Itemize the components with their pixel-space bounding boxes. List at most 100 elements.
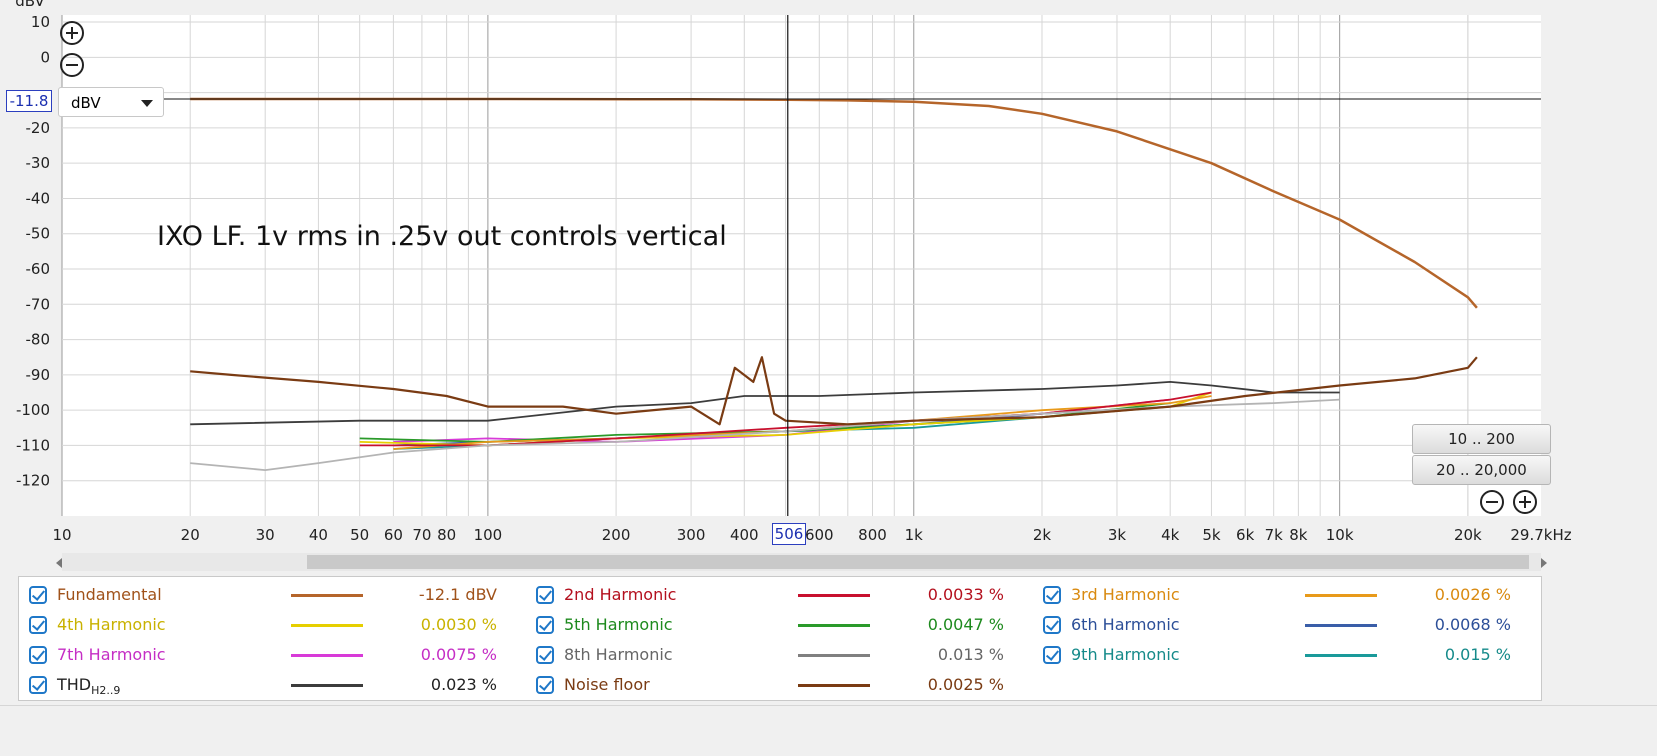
cursor-x-readout: 506 [772,523,806,545]
x-tick-label: 50 [350,526,369,544]
legend-swatch [291,684,363,687]
series-thd [190,380,1340,426]
y-tick-label: -100 [16,401,50,419]
y-tick-label: -70 [26,295,51,313]
y-tick-label: -90 [26,366,51,384]
legend-value: -12.1 dBV [418,585,497,604]
legend-value: 0.0075 % [420,645,497,664]
legend-checkbox[interactable] [536,586,554,604]
x-tick-label: 30 [256,526,275,544]
legend-item-6th-harmonic: 6th Harmonic 0.0068 % [1043,613,1533,637]
x-tick-label: 100 [474,526,503,544]
zoom-out-y-icon[interactable] [60,53,84,77]
legend-checkbox[interactable] [1043,586,1061,604]
legend-swatch [798,684,870,687]
x-tick-label: 7k [1265,526,1284,544]
range-10-200-button[interactable]: 10 .. 200 [1412,424,1551,454]
legend-item-fundamental: Fundamental -12.1 dBV [29,583,519,607]
legend-checkbox[interactable] [29,616,47,634]
legend-value: 0.0068 % [1434,615,1511,634]
x-tick-label: 70 [412,526,431,544]
legend-label: 4th Harmonic [57,615,166,634]
legend-value: 0.0030 % [420,615,497,634]
scroll-thumb[interactable] [307,555,1529,569]
horizontal-scrollbar[interactable] [56,553,1547,571]
legend-checkbox[interactable] [29,646,47,664]
scroll-right-icon[interactable] [1541,558,1547,568]
legend-value: 0.0033 % [927,585,1004,604]
legend-label: 7th Harmonic [57,645,166,664]
plot-area[interactable] [62,15,1541,516]
x-tick-label: 400 [730,526,759,544]
legend-checkbox[interactable] [536,616,554,634]
legend-checkbox[interactable] [1043,616,1061,634]
legend-swatch [291,594,363,597]
series-noise-floor [190,356,1478,426]
legend-item-3rd-harmonic: 3rd Harmonic 0.0026 % [1043,583,1533,607]
legend-item-thd: THDH2..9 0.023 % [29,673,519,697]
y-tick-label: -40 [26,189,51,207]
y-axis-label: dBV [15,0,45,10]
legend-panel: Fundamental -12.1 dBV 2nd Harmonic 0.0033 %… [18,576,1542,701]
x-tick-label: 6k [1236,526,1255,544]
zoom-out-x-icon[interactable] [1480,490,1504,514]
zoom-in-y-icon[interactable] [60,21,84,45]
legend-value: 0.013 % [937,645,1004,664]
x-tick-label: 8k [1289,526,1308,544]
annotation-text: IXO LF. 1v rms in .25v out controls vert… [157,221,727,252]
unit-dropdown[interactable]: dBV [58,87,164,117]
legend-item-5th-harmonic: 5th Harmonic 0.0047 % [536,613,1026,637]
y-tick-label: -30 [26,154,51,172]
zoom-in-x-icon[interactable] [1513,490,1537,514]
legend-value: 0.0026 % [1434,585,1511,604]
legend-swatch [798,624,870,627]
legend-value: 0.0025 % [927,675,1004,694]
legend-swatch [291,624,363,627]
status-strip [0,705,1657,756]
y-tick-label: -120 [16,472,50,490]
legend-item-noise-floor: Noise floor 0.0025 % [536,673,1026,697]
x-tick-label: 10 [52,526,71,544]
legend-item-4th-harmonic: 4th Harmonic 0.0030 % [29,613,519,637]
legend-label: 5th Harmonic [564,615,673,634]
legend-label: THDH2..9 [57,675,121,698]
chevron-down-icon [141,100,153,107]
y-tick-label: -60 [26,260,51,278]
y-tick-label: -80 [26,331,51,349]
legend-checkbox[interactable] [536,676,554,694]
legend-label: Noise floor [564,675,650,694]
legend-checkbox[interactable] [29,586,47,604]
x-tick-label: 4k [1161,526,1180,544]
series-group [190,97,1478,472]
range-20-20000-button[interactable]: 20 .. 20,000 [1412,455,1551,485]
legend-swatch [291,654,363,657]
legend-label-subscript: H2..9 [91,684,121,698]
legend-item-8th-harmonic: 8th Harmonic 0.013 % [536,643,1026,667]
y-tick-label: 10 [31,13,50,31]
legend-checkbox[interactable] [536,646,554,664]
legend-value: 0.0047 % [927,615,1004,634]
legend-checkbox[interactable] [1043,646,1061,664]
y-tick-label: 0 [40,48,50,66]
legend-swatch [1305,594,1377,597]
x-tick-label: 1k [905,526,924,544]
y-axis-ticks: 10 0 -20 -30 -40 -50 -60 -70 -80 -90 -100 -110 -120 [16,13,50,490]
x-tick-label: 40 [309,526,328,544]
x-tick-label: 29.7kHz [1510,526,1571,544]
legend-value: 0.023 % [430,675,497,694]
legend-value: 0.015 % [1444,645,1511,664]
legend-label: 9th Harmonic [1071,645,1180,664]
legend-checkbox[interactable] [29,676,47,694]
legend-label: 2nd Harmonic [564,585,677,604]
x-tick-label: 10k [1326,526,1354,544]
legend-label: 6th Harmonic [1071,615,1180,634]
unit-dropdown-value: dBV [71,94,101,112]
legend-swatch [1305,624,1377,627]
legend-swatch [798,594,870,597]
x-tick-label: 20 [181,526,200,544]
x-tick-label: 60 [384,526,403,544]
x-tick-label: 3k [1108,526,1127,544]
scroll-left-icon[interactable] [56,558,62,568]
x-tick-label: 600 [805,526,834,544]
frequency-response-plot[interactable]: 100-20-30-40-50-60-70-80-90-100-110-120 … [0,0,1657,550]
